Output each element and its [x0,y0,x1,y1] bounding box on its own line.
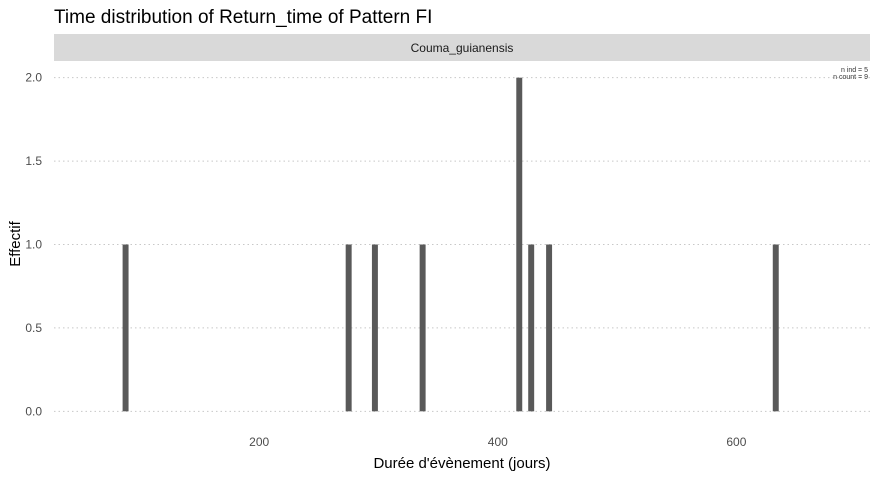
histogram-bar [516,77,523,412]
y-tick-label: 1.5 [25,154,42,168]
annotation-n-count: n count = 9 [833,74,868,81]
histogram-bar [345,244,352,412]
gridlines [54,77,870,412]
x-axis-title: Durée d'évènement (jours) [373,455,550,472]
y-tick-label: 1.0 [25,238,42,252]
y-tick-label: 2.0 [25,71,42,85]
y-tick-labels: 0.0 0.5 1.0 1.5 2.0 [25,71,42,419]
histogram-bar [371,244,378,412]
x-tick-label: 400 [488,435,508,449]
histogram-bar [122,244,129,412]
annotation-n-ind: n ind = 5 [841,67,868,74]
chart-title: Time distribution of Return_time of Patt… [54,7,432,28]
y-tick-label: 0.0 [25,404,42,418]
facet-strip [54,34,870,61]
histogram-bar [419,244,426,412]
histogram-bar [772,244,779,412]
bars [122,77,779,412]
facet-label: Couma_guianensis [411,41,514,55]
x-tick-label: 200 [249,435,269,449]
y-tick-label: 0.5 [25,321,42,335]
x-tick-labels: 200 400 600 [249,435,747,449]
histogram-bar [546,244,553,412]
histogram-bar [528,244,535,412]
x-tick-label: 600 [726,435,746,449]
y-axis-title: Effectif [7,220,24,266]
